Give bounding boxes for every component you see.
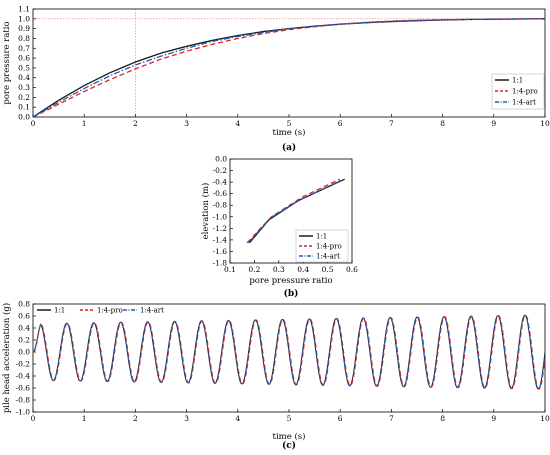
y-tick-label: 0.9 [18, 24, 30, 33]
y-tick-label: 0.1 [18, 103, 30, 112]
y-tick-label: -1.2 [213, 224, 228, 233]
y-tick-label: 0.8 [18, 300, 30, 309]
legend-label: 1:4-art [316, 253, 340, 261]
x-tick-label: 0.1 [224, 265, 236, 274]
x-tick-label: 0.6 [346, 265, 358, 274]
x-tick-label: 6 [338, 119, 343, 128]
x-tick-label: 10 [540, 119, 550, 128]
y-tick-label: 0.6 [18, 312, 30, 321]
x-tick-label: 0.3 [273, 265, 285, 274]
chart-c: 0 1 2 3 4 5 6 7 8 9 10 -1.0 -0.8 -0.6 -0.4 -0.2 0.0 0.2 0.… [1, 300, 550, 452]
y-tick-label: -0.4 [213, 178, 228, 187]
chart-a: 0 1 2 3 4 5 6 7 8 9 10 0.00.10.20.30.40.50.60.70.80… [2, 5, 550, 154]
x-tick-label: 0 [31, 414, 36, 423]
legend-label: 1:1 [54, 307, 65, 315]
legend-label: 1:4-art [140, 307, 164, 315]
legend-label: 1:4-pro [316, 243, 342, 251]
legend-label: 1:4-art [512, 99, 536, 107]
y-axis-label: pore pressure ratio [2, 21, 12, 104]
y-tick-label: -0.4 [16, 372, 31, 381]
x-tick-label: 10 [540, 414, 550, 423]
y-tick-label: -0.6 [16, 384, 31, 393]
x-tick-label: 9 [491, 414, 496, 423]
y-tick-label: 0.2 [18, 93, 30, 102]
y-tick-label: 1.1 [18, 5, 30, 14]
x-axis-label: time (s) [273, 431, 306, 442]
x-tick-label: 7 [389, 119, 394, 128]
x-tick-label: 1 [82, 414, 87, 423]
legend: 1:1 1:4-pro 1:4-art [37, 307, 164, 315]
y-tick-label: 0.5 [18, 63, 30, 72]
plot-frame [32, 8, 546, 118]
series-line-1-4-art [33, 18, 545, 117]
legend: 1:1 1:4-pro 1:4-art [295, 229, 349, 263]
y-tick-label: -1.0 [16, 408, 31, 417]
plot-frame [229, 158, 353, 264]
x-tick-label: 0.4 [297, 265, 309, 274]
legend: 1:1 1:4-pro 1:4-art [491, 73, 545, 110]
x-axis-label: time (s) [273, 127, 306, 138]
y-tick-label: -1.6 [213, 247, 228, 256]
x-tick-label: 2 [133, 119, 138, 128]
x-tick-label: 6 [338, 414, 343, 423]
series-line-1-1 [33, 18, 545, 117]
series-line-1-4-art [247, 179, 343, 244]
y-tick-label: 0.6 [18, 54, 30, 63]
panel-caption: (c) [282, 440, 296, 451]
y-tick-label: -1.4 [213, 235, 228, 244]
y-tick-label: 0.8 [18, 34, 30, 43]
x-tick-label: 0 [31, 119, 36, 128]
series-line-1-4-pro [33, 18, 545, 117]
y-tick-label: -0.2 [213, 166, 228, 175]
x-tick-label: 3 [184, 414, 189, 423]
y-tick-label: 0.4 [18, 324, 30, 333]
legend-label: 1:1 [512, 77, 523, 85]
x-tick-label: 0.5 [322, 265, 334, 274]
y-tick-label: 0.0 [18, 113, 30, 122]
x-tick-label: 0.2 [248, 265, 260, 274]
y-tick-label: 0.2 [18, 336, 30, 345]
x-tick-label: 8 [440, 414, 445, 423]
x-tick-label: 5 [287, 414, 292, 423]
y-axis-label: elevation (m) [200, 183, 211, 240]
y-tick-label: 0.7 [18, 44, 30, 53]
y-tick-label: -0.2 [16, 360, 31, 369]
legend-label: 1:4-pro [97, 307, 123, 315]
panel-caption: (a) [282, 142, 296, 153]
legend-label: 1:1 [316, 233, 327, 241]
panel-caption: (b) [284, 288, 299, 299]
y-tick-label: 0.0 [18, 348, 30, 357]
x-tick-label: 2 [133, 414, 138, 423]
y-tick-label: -0.8 [16, 396, 31, 405]
x-tick-label: 1 [82, 119, 87, 128]
y-tick-label: -1.8 [213, 259, 228, 268]
chart-b: 0.1 0.2 0.3 0.4 0.5 0.6 -1.8 -1.6 -1.4 -1.2 -1.0 -0… [200, 155, 358, 300]
x-tick-label: 4 [235, 119, 240, 128]
y-tick-label: 0.0 [215, 155, 227, 164]
y-tick-label: -0.6 [213, 189, 228, 198]
x-axis-label: pore pressure ratio [249, 276, 332, 286]
x-tick-label: 7 [389, 414, 394, 423]
legend-label: 1:4-pro [512, 88, 538, 96]
x-tick-label: 5 [287, 119, 292, 128]
y-axis-label: pile head acceleration (g) [1, 303, 12, 413]
x-tick-label: 8 [440, 119, 445, 128]
y-tick-label: 1.0 [18, 14, 30, 23]
plot-frame [32, 303, 546, 413]
x-tick-label: 3 [184, 119, 189, 128]
x-tick-label: 4 [235, 414, 240, 423]
y-tick-label: 0.3 [18, 83, 30, 92]
y-tick-label: -1.0 [213, 212, 228, 221]
series-line-1-4-art [33, 314, 545, 390]
x-tick-label: 9 [491, 119, 496, 128]
y-tick-label: -0.8 [213, 201, 228, 210]
y-tick-label: 0.4 [18, 73, 30, 82]
